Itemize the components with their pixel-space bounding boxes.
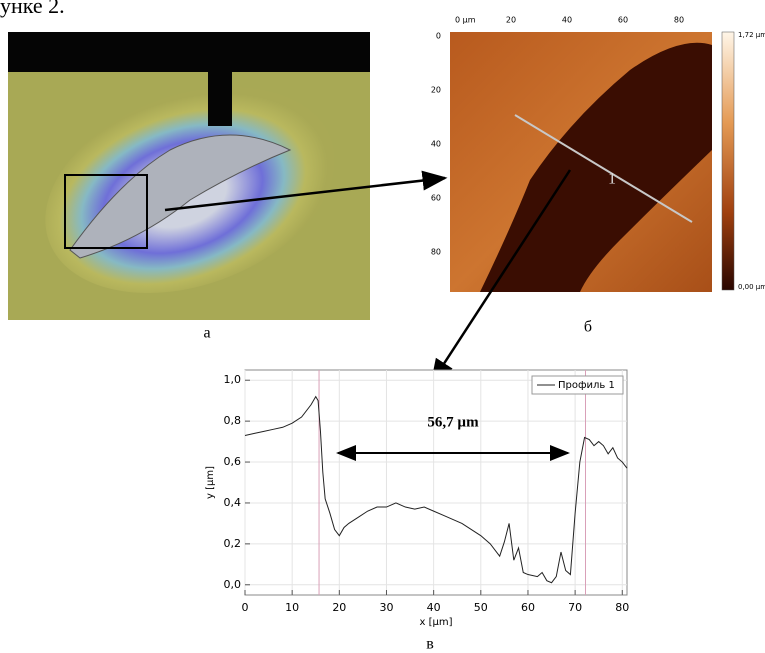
header-text: унке 2. [0, 0, 65, 18]
y-tick-label: 0,0 [224, 578, 242, 591]
colorbar-label: 1,72 µm [738, 31, 765, 39]
afm-y-tick: 40 [431, 140, 441, 149]
annotation: 56,7 µm [427, 414, 479, 430]
colorbar-label: 0,00 µm [738, 283, 765, 291]
panel-label: в [426, 636, 434, 653]
panel-label: а [203, 325, 210, 342]
optical-image [8, 32, 370, 331]
afm-x-tick: 40 [562, 16, 572, 25]
x-tick-label: 70 [568, 601, 582, 614]
x-axis-label: x [µm] [419, 617, 452, 628]
panel-label: б [584, 319, 592, 336]
x-tick-label: 20 [332, 601, 346, 614]
page: унке 2. а б в 0 µm 20 40 60 80 0 20 40 60 80 1,72 µm 0… [0, 0, 765, 653]
x-tick-label: 50 [474, 601, 488, 614]
x-tick-label: 60 [521, 601, 535, 614]
afm-line-label: 1 [608, 171, 616, 188]
afm-y-tick: 60 [431, 194, 441, 203]
legend-label: Профиль 1 [558, 380, 615, 391]
y-tick-label: 0,6 [224, 455, 242, 468]
y-tick-label: 1,0 [224, 373, 242, 386]
y-tick-label: 0,2 [224, 537, 242, 550]
y-tick-label: 0,8 [224, 414, 242, 427]
afm-y-tick: 20 [431, 86, 441, 95]
afm-x-tick: 60 [618, 16, 628, 25]
x-tick-label: 40 [427, 601, 441, 614]
figure: унке 2. а б в 0 µm 20 40 60 80 0 20 40 60 80 1,72 µm 0… [0, 0, 765, 653]
afm-y-tick: 80 [431, 248, 441, 257]
x-tick-label: 30 [379, 601, 393, 614]
x-tick-label: 80 [615, 601, 629, 614]
afm-image [450, 32, 734, 292]
x-tick-label: 10 [285, 601, 299, 614]
afm-x-tick: 80 [674, 16, 684, 25]
y-tick-label: 0,4 [224, 496, 242, 509]
plot-frame [245, 370, 627, 595]
afm-x-tick: 20 [506, 16, 516, 25]
afm-x-tick: 0 µm [455, 16, 476, 25]
y-axis-label: y [µm] [205, 466, 216, 499]
afm-y-tick: 0 [436, 32, 441, 41]
x-tick-label: 0 [242, 601, 249, 614]
